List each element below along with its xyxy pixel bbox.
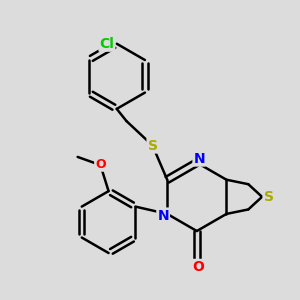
Text: N: N [157, 208, 169, 223]
Text: S: S [263, 190, 274, 204]
Text: O: O [95, 158, 106, 171]
Text: Cl: Cl [100, 37, 114, 51]
Text: N: N [194, 152, 205, 166]
Text: S: S [148, 139, 158, 152]
Text: O: O [193, 260, 204, 274]
